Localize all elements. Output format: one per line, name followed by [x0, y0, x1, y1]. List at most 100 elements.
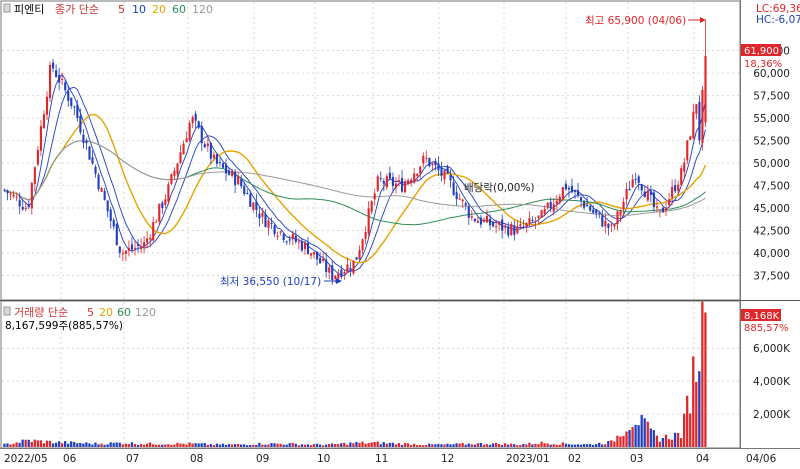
candle-body: [586, 204, 589, 207]
volume-bar: [464, 444, 467, 447]
volume-bar: [97, 444, 100, 447]
candle-body: [689, 136, 692, 140]
candle-body: [124, 250, 127, 254]
candle-body: [170, 174, 173, 184]
candle-body: [176, 163, 179, 175]
volume-bar: [591, 444, 595, 447]
price-tick-label: 37,500: [753, 271, 790, 283]
candle-body: [228, 170, 231, 175]
candle-body: [18, 200, 21, 207]
high-annotation: 최고 65,900 (04/06): [585, 15, 706, 27]
candle-body: [646, 190, 649, 201]
volume-bar: [625, 431, 628, 447]
volume-bar: [103, 444, 106, 447]
candle-body: [622, 201, 625, 210]
candle-body: [425, 157, 428, 159]
candle-body: [343, 271, 346, 274]
candle-body: [476, 220, 479, 223]
low-annotation-text: 최저 36,550 (10/17): [220, 276, 321, 288]
volume-bar: [643, 418, 646, 447]
candle-body: [601, 215, 604, 227]
candle-body: [552, 204, 555, 212]
candle-body: [88, 146, 91, 160]
legend-collapse-icon[interactable]: [3, 3, 11, 13]
volume-bar: [164, 444, 167, 447]
candle-body: [452, 182, 455, 195]
candle-body: [355, 257, 358, 260]
volume-bar: [297, 445, 300, 447]
candle-body: [255, 201, 258, 211]
volume-bar: [212, 445, 215, 447]
candle-body: [546, 202, 549, 208]
candle-body: [261, 212, 264, 217]
candle-body: [33, 167, 36, 185]
high-annotation-text: 최고 65,900 (04/06): [585, 15, 686, 27]
volume-bar: [227, 444, 231, 447]
volume-bar: [679, 438, 683, 447]
volume-bar: [291, 442, 294, 447]
volume-bar: [661, 438, 665, 447]
volume-bar: [422, 445, 425, 447]
candle-body: [570, 185, 574, 193]
candle-body: [273, 225, 276, 235]
candle-body: [276, 235, 279, 237]
price-tick-label: 60,000: [753, 68, 790, 80]
price-tick-label: 52,500: [753, 136, 790, 148]
candle-body: [534, 220, 537, 222]
volume-bar: [610, 440, 613, 447]
volume-bar: [215, 443, 218, 447]
candle-body: [121, 253, 124, 255]
candle-body: [567, 187, 570, 190]
candle-body: [294, 235, 297, 242]
volume-bar: [443, 444, 446, 447]
candle-body: [152, 222, 155, 241]
candle-body: [252, 202, 255, 210]
volume-bar: [130, 442, 134, 447]
volume-bar: [288, 443, 291, 447]
volume-bars[interactable]: [3, 301, 707, 447]
volume-bar: [276, 443, 279, 447]
volume-bar: [312, 444, 316, 447]
candle-body: [437, 163, 440, 171]
volume-bar: [655, 435, 658, 447]
dividend-annotation: 배당락(0,00%): [464, 182, 535, 194]
volume-bar: [124, 443, 127, 447]
volume-bar: [346, 444, 349, 447]
candle-body: [197, 121, 200, 128]
volume-bar: [324, 444, 328, 447]
stock-name: 피엔티: [14, 3, 44, 16]
volume-bar: [588, 444, 592, 447]
candle-body: [580, 197, 583, 201]
volume-bar: [531, 444, 534, 447]
candle-body: [279, 231, 282, 233]
candle-body: [668, 199, 671, 206]
volume-bar: [82, 443, 85, 447]
volume-bar: [385, 443, 388, 447]
candle-body: [583, 201, 586, 208]
volume-bar: [300, 444, 303, 447]
candle-body: [264, 214, 267, 227]
volume-bar: [652, 430, 655, 447]
volume-bar: [115, 442, 118, 447]
candle-body: [100, 188, 103, 192]
candle-body: [67, 90, 70, 101]
volume-bar: [549, 444, 552, 447]
volume-bar: [467, 443, 470, 447]
candle-body: [522, 226, 525, 228]
candle-body: [212, 154, 215, 158]
volume-bar: [431, 444, 434, 447]
volume-bar: [437, 444, 440, 447]
x-tick-label: 02: [568, 453, 581, 465]
candles[interactable]: [3, 20, 707, 285]
candle-body: [221, 163, 225, 168]
candle-body: [519, 224, 522, 227]
volume-bar: [585, 444, 589, 447]
lc-label: LC:69,36: [756, 3, 800, 15]
volume-legend-collapse-icon[interactable]: [3, 306, 11, 316]
volume-bar: [513, 444, 516, 447]
volume-bar: [558, 444, 561, 447]
candle-body: [394, 183, 398, 188]
volume-bar: [9, 444, 12, 447]
volume-bar: [306, 444, 310, 447]
